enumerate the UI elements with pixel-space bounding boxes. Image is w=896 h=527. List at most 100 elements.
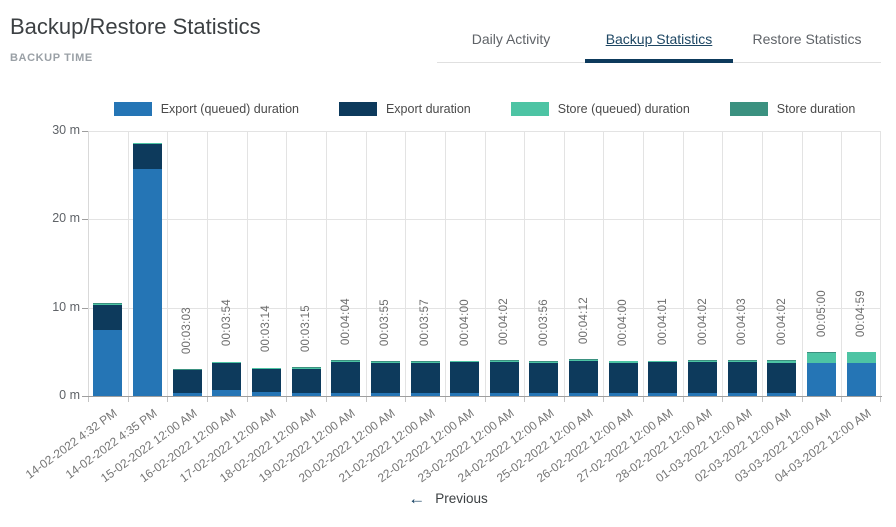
gridline-vertical — [405, 131, 406, 396]
bar-17-02-2022 12:00 AM[interactable] — [251, 367, 281, 396]
legend-swatch-icon — [510, 102, 549, 116]
bar-16-02-2022 12:00 AM[interactable] — [212, 361, 242, 396]
bar-23-02-2022 12:00 AM[interactable] — [489, 360, 519, 396]
bar-24-02-2022 12:00 AM[interactable] — [529, 361, 559, 396]
bar-segment-export-duration — [529, 363, 559, 394]
bar-02-03-2022 12:00 AM[interactable] — [767, 360, 797, 396]
bar-duration-label: 00:05:00 — [816, 290, 828, 342]
bar-segment-store-duration — [727, 360, 757, 362]
bar-segment-store-queued-duration — [291, 367, 321, 369]
bar-duration-text: 00:04:12 — [577, 296, 590, 344]
bar-segment-store-queued-duration — [450, 361, 480, 363]
bar-duration-label: 00:04:00 — [617, 299, 629, 351]
bar-21-02-2022 12:00 AM[interactable] — [410, 361, 440, 396]
bar-segment-store-queued-duration — [251, 368, 281, 369]
bar-03-03-2022 12:00 AM[interactable] — [807, 351, 837, 396]
y-axis-label: 30 m — [52, 123, 80, 137]
previous-button[interactable]: ← Previous — [408, 490, 488, 507]
bar-segment-export-queued-duration — [846, 363, 876, 396]
x-axis-tick — [643, 397, 644, 402]
bar-segment-export-duration — [291, 368, 321, 393]
bar-27-02-2022 12:00 AM[interactable] — [648, 360, 678, 396]
legend-item-export-queued-duration[interactable]: Export (queued) duration — [113, 102, 299, 116]
bar-28-02-2022 12:00 AM[interactable] — [688, 360, 718, 396]
legend-swatch-icon — [338, 102, 377, 116]
statistics-tab-bar: Daily Activity Backup Statistics Restore… — [437, 14, 881, 63]
bar-segment-store-queued-duration — [807, 352, 837, 363]
bar-duration-text: 00:04:02 — [498, 298, 511, 346]
bar-duration-label: 00:04:12 — [578, 297, 590, 349]
bar-segment-export-queued-duration — [370, 393, 400, 396]
bar-segment-store-queued-duration — [569, 359, 599, 361]
tab-backup-statistics[interactable]: Backup Statistics — [585, 14, 733, 63]
bar-duration-label: 00:03:57 — [419, 299, 431, 351]
bar-duration-text: 00:04:03 — [736, 298, 749, 346]
gridline-vertical — [802, 131, 803, 396]
bar-19-02-2022 12:00 AM[interactable] — [331, 360, 361, 396]
legend-label: Export duration — [385, 102, 471, 116]
bar-26-02-2022 12:00 AM[interactable] — [608, 360, 638, 396]
x-axis-tick — [603, 397, 604, 402]
bar-segment-export-queued-duration — [212, 389, 242, 396]
bar-segment-store-queued-duration — [331, 360, 361, 363]
bar-01-03-2022 12:00 AM[interactable] — [727, 360, 757, 396]
bar-segment-export-duration — [489, 362, 519, 393]
legend-item-store-queued-duration[interactable]: Store (queued) duration — [510, 102, 690, 116]
x-axis-tick — [524, 397, 525, 402]
bar-segment-export-queued-duration — [132, 168, 162, 396]
gridline-horizontal — [88, 219, 881, 221]
x-axis-tick — [167, 397, 168, 402]
bar-segment-store-queued-duration — [688, 361, 718, 363]
bar-duration-text: 00:03:15 — [300, 305, 313, 353]
gridline-vertical — [128, 131, 129, 396]
bar-15-02-2022 12:00 AM[interactable] — [172, 369, 202, 396]
gridline-vertical — [286, 131, 287, 396]
gridline-vertical — [880, 131, 881, 396]
tab-restore-statistics[interactable]: Restore Statistics — [752, 30, 862, 47]
legend-item-export-duration[interactable]: Export duration — [338, 102, 471, 116]
y-axis-tick — [82, 396, 88, 397]
x-axis-tick — [485, 397, 486, 402]
legend-item-store-duration[interactable]: Store duration — [729, 102, 856, 116]
legend-label: Store duration — [776, 102, 856, 116]
tab-daily-activity[interactable]: Daily Activity — [471, 30, 551, 47]
bar-segment-store-queued-duration — [172, 369, 202, 371]
bar-segment-store-queued-duration — [529, 362, 559, 364]
bar-segment-store-duration — [410, 361, 440, 362]
bar-14-02-2022 4:35 PM[interactable] — [132, 142, 162, 396]
bar-segment-export-duration — [688, 362, 718, 394]
bar-duration-label: 00:04:02 — [697, 298, 709, 350]
bar-25-02-2022 12:00 AM[interactable] — [569, 358, 599, 396]
bar-segment-export-duration — [410, 362, 440, 393]
y-axis-label: 10 m — [52, 299, 80, 314]
bar-segment-export-queued-duration — [529, 393, 559, 396]
bar-duration-label: 00:03:55 — [379, 299, 391, 351]
bar-segment-store-duration — [251, 367, 281, 369]
bar-segment-store-duration — [807, 351, 837, 353]
bar-04-03-2022 12:00 AM[interactable] — [846, 352, 876, 396]
bar-segment-store-duration — [608, 360, 638, 362]
bar-segment-export-queued-duration — [172, 393, 202, 396]
bar-duration-label: 00:04:02 — [776, 298, 788, 350]
page-title: Backup/Restore Statistics — [10, 14, 261, 39]
bar-duration-label: 00:04:01 — [657, 298, 669, 350]
x-axis-tick — [722, 397, 723, 402]
bar-20-02-2022 12:00 AM[interactable] — [370, 361, 400, 396]
bar-duration-label: 00:04:04 — [340, 298, 352, 350]
x-axis-tick — [762, 397, 763, 402]
bar-18-02-2022 12:00 AM[interactable] — [291, 367, 321, 396]
chart-pagination: ← Previous — [0, 490, 896, 509]
gridline-vertical — [643, 131, 644, 396]
bar-segment-store-duration — [370, 361, 400, 363]
x-axis-tick — [247, 397, 248, 402]
bar-duration-text: 00:05:00 — [815, 289, 828, 337]
bar-segment-store-queued-duration — [767, 361, 797, 363]
legend-label: Export (queued) duration — [160, 102, 299, 116]
bar-segment-store-duration — [489, 360, 519, 362]
bar-14-02-2022 4:32 PM[interactable] — [93, 303, 123, 396]
bar-segment-store-duration — [212, 361, 242, 363]
bar-22-02-2022 12:00 AM[interactable] — [450, 360, 480, 396]
gridline-vertical — [564, 131, 565, 396]
bar-duration-label: 00:04:02 — [498, 298, 510, 350]
previous-button-label: Previous — [435, 491, 488, 506]
